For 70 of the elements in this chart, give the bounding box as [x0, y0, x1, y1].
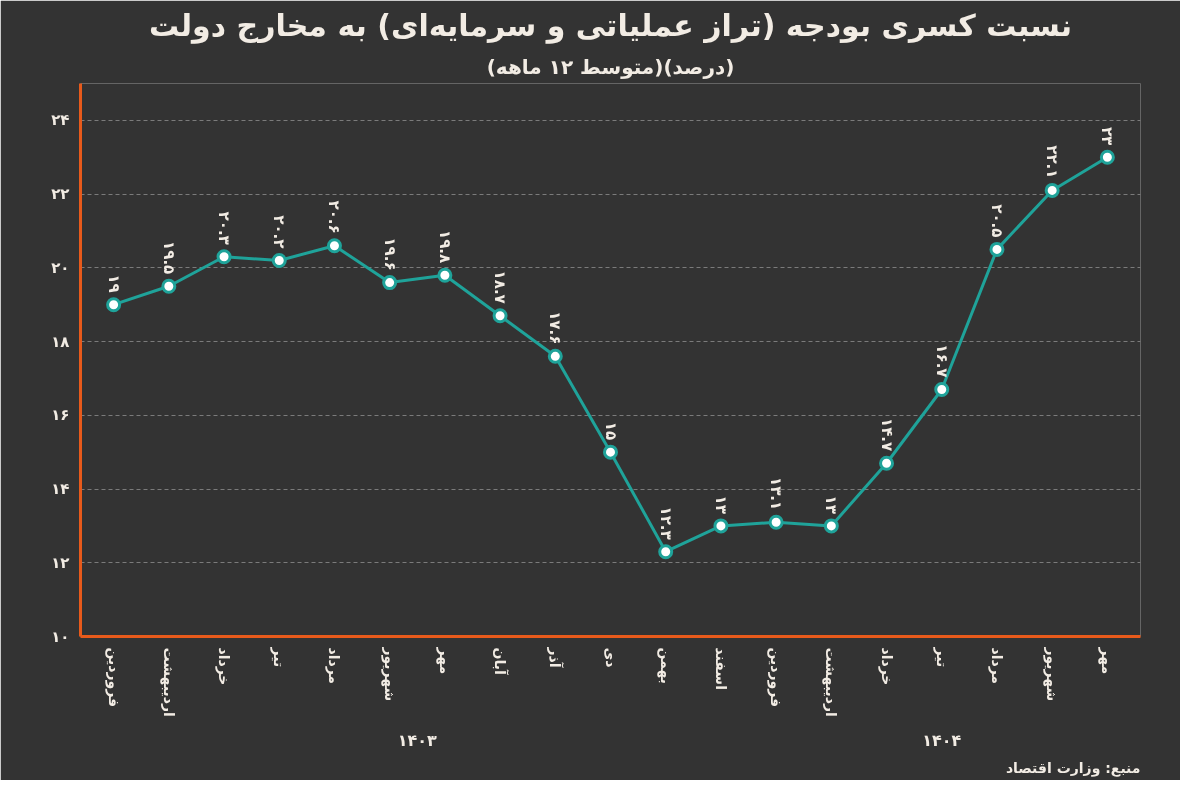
chart-title: نسبت کسری بودجه (تراز عملیاتی و سرمایه‌ای) به مخارج دولت — [149, 7, 1072, 44]
x-tick-label: بهمن — [656, 647, 674, 684]
x-tick-label: مرداد — [987, 647, 1005, 685]
text: ۱۴۰۳ — [397, 730, 438, 750]
data-label: ۱۳ — [822, 495, 841, 514]
point — [271, 252, 287, 268]
y-tick-label: ۱۶ — [51, 406, 70, 425]
point — [603, 444, 618, 460]
x-tick-label: مرداد — [325, 647, 343, 685]
x-tick-label: مهر — [435, 646, 453, 675]
point — [658, 544, 674, 560]
data-label: ۲۰.۶ — [325, 200, 344, 234]
point — [879, 455, 895, 471]
data-label: ۲۲.۱ — [1043, 145, 1062, 179]
chart-subtitle: (متوسط ۱۲ ماهه)(درصد) — [486, 54, 735, 79]
point — [161, 278, 177, 294]
x-tick-label: مهر — [1098, 646, 1116, 675]
y-tick-label: ۱۸ — [51, 332, 70, 351]
data-label: ۲۰.۳ — [215, 211, 234, 245]
data-label: ۱۶.۷ — [932, 344, 951, 378]
y-tick-label: ۲۴ — [51, 111, 70, 130]
data-label: ۱۵ — [601, 421, 620, 441]
data-label: ۱۷.۶ — [546, 311, 565, 345]
data-label: ۱۹.۶ — [380, 237, 399, 271]
point — [768, 514, 784, 530]
point — [934, 382, 950, 397]
point — [492, 308, 508, 324]
y-tick-label: ۱۰ — [51, 627, 70, 646]
x-tick-label: آبان — [492, 647, 510, 676]
x-tick-label: فروردین — [104, 647, 122, 708]
data-label: ۱۲.۳ — [656, 506, 675, 540]
point — [106, 297, 122, 313]
point — [713, 518, 729, 534]
point — [823, 518, 839, 534]
x-tick-label: خرداد — [215, 647, 233, 686]
x-tick-label: فروردین — [767, 647, 785, 708]
x-tick-label: تیر — [270, 646, 288, 668]
point — [382, 275, 398, 291]
x-tick-label: خرداد — [877, 647, 895, 686]
x-tick-label: شهریور — [1043, 646, 1061, 702]
data-label: ۱۴.۷ — [877, 418, 896, 452]
x-tick-label: اسفند — [712, 647, 729, 690]
point — [326, 238, 342, 254]
y-tick-label: ۱۲ — [51, 553, 70, 572]
y-tick-label: ۲۰ — [51, 258, 70, 277]
y-tick-label: ۱۴ — [51, 480, 70, 499]
data-label: ۱۹.۵ — [159, 241, 178, 275]
data-label: ۱۸.۷ — [491, 270, 510, 304]
data-label: ۱۳ — [711, 495, 730, 514]
point — [1044, 182, 1060, 198]
point — [547, 348, 563, 364]
text: منبع: وزارت اقتصاد — [1005, 759, 1141, 777]
x-tick-label: شهریور — [380, 646, 398, 702]
x-tick-label: اردیبهشت — [822, 647, 840, 717]
point — [437, 267, 453, 283]
data-label: ۲۳ — [1098, 126, 1117, 146]
data-label: ۲۰.۲ — [270, 215, 289, 249]
point — [216, 249, 232, 265]
x-tick-label: آذر — [547, 646, 565, 669]
y-tick-label: ۲۲ — [51, 185, 70, 204]
data-label: ۲۰.۵ — [987, 204, 1006, 238]
data-label: ۱۹ — [104, 274, 123, 293]
x-tick-label: تیر — [932, 646, 950, 668]
point — [989, 241, 1005, 257]
x-tick-label: دی — [602, 647, 619, 668]
x-tick-label: اردیبهشت — [159, 647, 177, 717]
text: ۱۴۰۴ — [922, 730, 962, 750]
data-label: ۱۹.۸ — [435, 230, 454, 264]
point — [1099, 149, 1115, 165]
data-label: ۱۳.۱ — [767, 477, 786, 511]
